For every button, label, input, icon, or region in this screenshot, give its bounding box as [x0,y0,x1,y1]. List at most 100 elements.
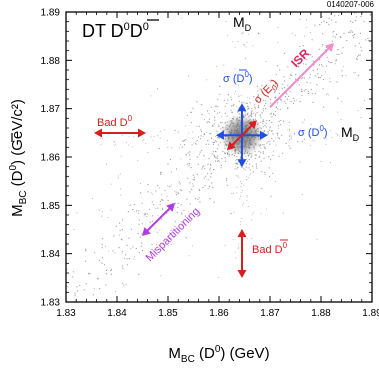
data-point [328,24,330,26]
data-point [291,74,293,76]
data-point [196,125,198,127]
data-point [329,62,331,64]
data-point [238,142,241,144]
data-point [241,218,243,220]
data-point [107,217,109,219]
data-point [356,142,358,144]
data-point [193,179,195,181]
data-point [200,149,203,151]
data-point [294,78,297,80]
data-point [341,100,343,102]
data-point [133,203,135,206]
data-point [349,20,352,22]
data-point [170,243,172,245]
data-point [217,105,219,108]
data-point [217,131,219,133]
data-point [282,83,284,85]
data-point [178,130,180,132]
data-point [286,98,288,100]
data-point [328,94,330,96]
data-point [74,294,76,296]
data-point [220,164,222,166]
data-point [274,181,276,183]
data-point [151,215,154,217]
data-point [94,252,96,254]
data-point [273,91,276,94]
data-point [244,141,246,143]
data-point [294,100,296,102]
data-point [204,133,206,135]
data-point [289,74,292,76]
data-point [209,198,211,200]
data-point [233,211,235,213]
data-point [197,136,200,138]
data-point [141,223,143,225]
data-point [219,85,221,87]
data-point [66,286,68,288]
data-point [260,160,262,162]
data-point [267,133,269,135]
data-point [290,100,292,102]
data-point [153,136,155,138]
data-point [289,135,291,137]
data-point [193,142,195,144]
data-point [220,122,222,124]
data-point [250,144,252,146]
data-point [223,129,225,132]
data-point [226,177,228,180]
data-point [112,250,114,252]
data-point [320,75,323,77]
data-point [274,90,276,92]
data-point [192,185,194,187]
data-point [334,45,336,47]
data-point [258,156,260,158]
data-point [241,71,243,73]
data-point [250,114,252,117]
data-point [110,209,112,211]
data-point [159,203,161,205]
data-point [335,21,337,23]
data-point [215,157,217,159]
data-point [251,237,253,239]
data-point [190,111,192,113]
data-point [331,137,333,138]
data-point [189,191,191,193]
data-point [359,54,361,56]
data-point [321,64,323,66]
data-point [268,167,270,169]
data-point [215,141,218,143]
data-point [246,140,249,142]
data-point [101,243,103,246]
data-point [267,131,269,133]
data-point [210,172,212,175]
data-point [126,258,128,260]
data-point [226,128,228,130]
data-point [236,186,238,188]
data-point [199,201,201,203]
data-point [98,209,100,211]
data-point [236,125,239,127]
data-point [270,102,272,104]
data-point [350,30,352,32]
data-point [215,105,217,107]
data-point [226,102,228,104]
data-point [216,157,218,159]
data-point [88,272,90,274]
x-tick-label: 1.83 [56,308,76,319]
data-point [121,282,123,284]
data-point [250,138,253,140]
data-point [326,93,328,95]
data-point [246,131,248,133]
data-point [262,152,264,155]
data-point [139,183,141,185]
data-point [225,160,227,162]
data-point [121,250,124,252]
data-point [277,42,279,44]
data-point [231,111,233,113]
data-point [290,138,292,140]
data-point [119,188,121,190]
data-point [275,96,277,98]
data-point [281,87,283,89]
data-point [367,37,369,40]
data-point [159,130,161,132]
